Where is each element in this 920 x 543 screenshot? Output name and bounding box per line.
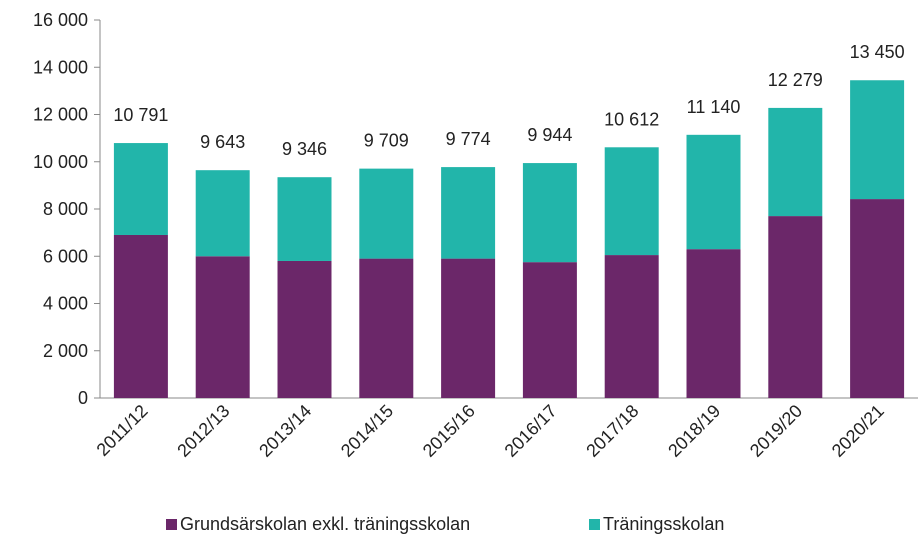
bar-segment bbox=[850, 199, 905, 398]
y-tick-label: 4 000 bbox=[43, 294, 88, 314]
bar-segment bbox=[277, 260, 332, 398]
bar-segment bbox=[686, 134, 741, 250]
x-tick-label: 2019/20 bbox=[746, 401, 806, 461]
bar-segment bbox=[522, 163, 577, 263]
bar-segment bbox=[195, 170, 250, 257]
total-label: 12 279 bbox=[768, 70, 823, 90]
total-label: 13 450 bbox=[850, 42, 905, 62]
y-tick-label: 10 000 bbox=[33, 152, 88, 172]
bar-segment bbox=[441, 258, 496, 398]
total-label: 9 774 bbox=[446, 129, 491, 149]
bar-segment bbox=[113, 143, 168, 235]
x-tick-label: 2020/21 bbox=[828, 401, 888, 461]
bar-segment bbox=[441, 167, 496, 259]
legend-label: Träningsskolan bbox=[603, 514, 724, 534]
y-tick-label: 12 000 bbox=[33, 105, 88, 125]
bar-segment bbox=[113, 234, 168, 398]
x-tick-label: 2015/16 bbox=[419, 401, 479, 461]
bar-segment bbox=[277, 177, 332, 261]
total-label: 11 140 bbox=[687, 97, 741, 117]
bar-segment bbox=[850, 80, 905, 200]
total-label: 10 791 bbox=[113, 105, 168, 125]
x-tick-label: 2016/17 bbox=[501, 401, 561, 461]
bar-segment bbox=[359, 168, 414, 259]
legend-swatch bbox=[589, 519, 600, 530]
bar-segment bbox=[359, 258, 414, 398]
y-tick-label: 0 bbox=[78, 388, 88, 408]
bar-segment bbox=[768, 107, 823, 217]
total-label: 9 944 bbox=[527, 125, 572, 145]
x-tick-label: 2013/14 bbox=[255, 401, 315, 461]
y-tick-label: 6 000 bbox=[43, 246, 88, 266]
x-tick-label: 2011/12 bbox=[93, 401, 152, 460]
x-tick-label: 2012/13 bbox=[173, 401, 233, 461]
bar-segment bbox=[195, 256, 250, 398]
bar-segment bbox=[604, 147, 659, 256]
y-tick-label: 14 000 bbox=[33, 57, 88, 77]
legend-swatch bbox=[166, 519, 177, 530]
bar-segment bbox=[768, 216, 823, 398]
total-label: 9 346 bbox=[282, 139, 327, 159]
total-label: 10 612 bbox=[604, 109, 659, 129]
bar-segment bbox=[604, 255, 659, 398]
legend-label: Grundsärskolan exkl. träningsskolan bbox=[180, 514, 470, 534]
x-tick-label: 2018/19 bbox=[664, 401, 724, 461]
y-tick-label: 2 000 bbox=[43, 341, 88, 361]
x-tick-label: 2014/15 bbox=[337, 401, 397, 461]
y-tick-label: 16 000 bbox=[33, 10, 88, 30]
bar-segment bbox=[522, 262, 577, 398]
y-tick-label: 8 000 bbox=[43, 199, 88, 219]
bar-segment bbox=[686, 249, 741, 398]
total-label: 9 709 bbox=[364, 131, 409, 151]
x-tick-label: 2017/18 bbox=[582, 401, 642, 461]
total-label: 9 643 bbox=[200, 132, 245, 152]
